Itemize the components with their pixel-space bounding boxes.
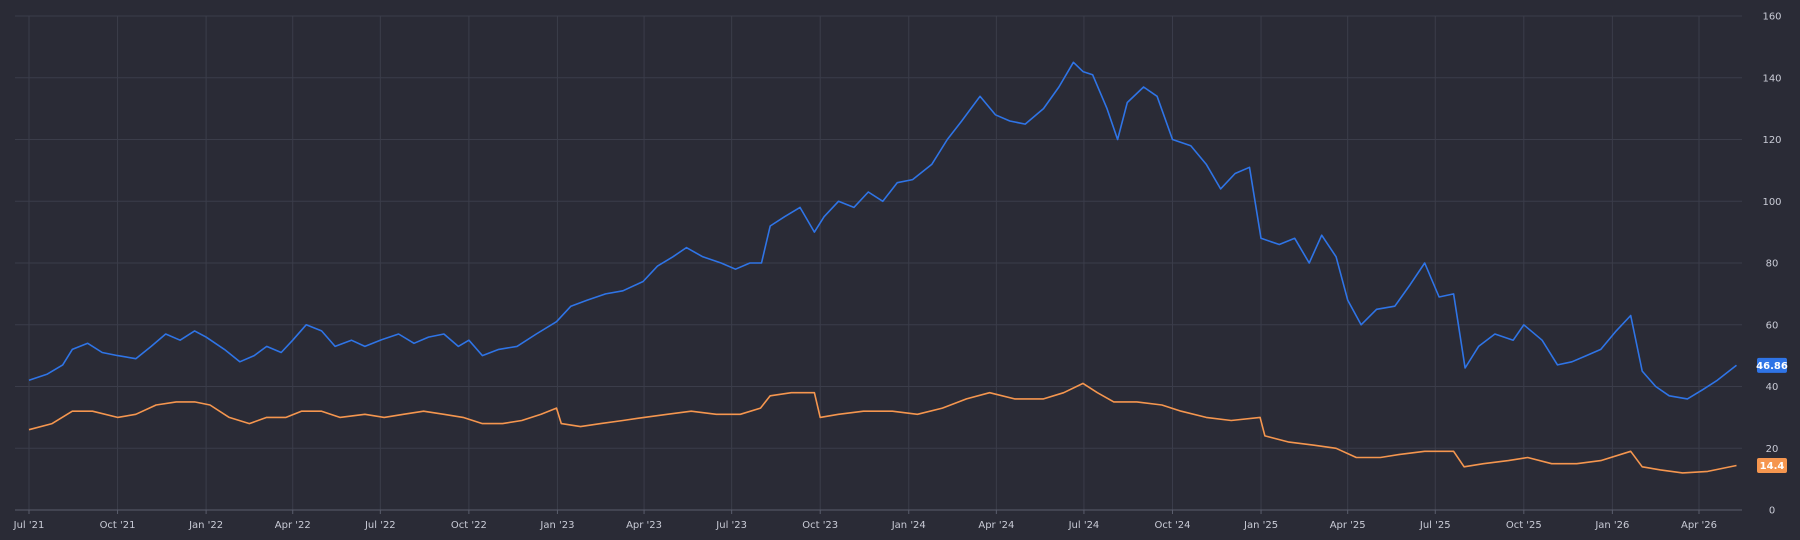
x-tick-label: Jul '21 — [13, 520, 45, 531]
y-axis-tick-labels: 0 20 40 60 80 100 120 140 160 — [1762, 12, 1781, 517]
x-tick-label: Oct '23 — [802, 520, 838, 531]
y-tick-label: 0 — [1769, 506, 1775, 517]
series-lines — [28, 61, 1737, 474]
y-tick-label: 60 — [1766, 320, 1779, 331]
x-tick-label: Jan '26 — [1594, 520, 1629, 531]
y-tick-label: 100 — [1762, 197, 1781, 208]
x-tick-label: Oct '22 — [451, 520, 487, 531]
x-tick-label: Jul '23 — [715, 520, 747, 531]
horizontal-gridlines — [15, 15, 1742, 449]
x-tick-label: Jul '25 — [1419, 520, 1451, 531]
x-tick-label: Jul '22 — [364, 520, 396, 531]
last-value-label-1: 14.4 — [1760, 461, 1785, 472]
x-tick-label: Oct '25 — [1506, 520, 1542, 531]
y-tick-label: 20 — [1766, 444, 1779, 455]
x-tick-label: Apr '22 — [275, 520, 311, 531]
y-tick-label: 40 — [1766, 382, 1779, 393]
x-tick-label: Jul '24 — [1068, 520, 1100, 531]
last-value-badges: 46.86 14.4 — [1756, 357, 1788, 474]
x-tick-label: Oct '24 — [1155, 520, 1191, 531]
last-value-badge-1 — [1757, 458, 1787, 474]
y-tick-label: 160 — [1762, 12, 1781, 23]
x-tick-label: Apr '25 — [1330, 520, 1366, 531]
y-tick-label: 120 — [1762, 135, 1781, 146]
x-tick-label: Apr '24 — [978, 520, 1014, 531]
x-axis-tick-labels: Jul '21 Oct '21 Jan '22 Apr '22 Jul '22 Oct '… — [13, 510, 1717, 531]
x-tick-label: Apr '26 — [1681, 520, 1717, 531]
x-tick-label: Oct '21 — [100, 520, 136, 531]
series-line-0 — [28, 61, 1737, 400]
last-value-label-0: 46.86 — [1756, 361, 1788, 372]
x-tick-label: Jan '25 — [1243, 520, 1278, 531]
series-line-1 — [28, 382, 1737, 474]
x-tick-label: Jan '23 — [539, 520, 574, 531]
y-tick-label: 80 — [1766, 259, 1779, 270]
y-tick-label: 140 — [1762, 73, 1781, 84]
last-value-badge-0 — [1757, 357, 1787, 373]
x-tick-label: Jan '22 — [188, 520, 223, 531]
x-tick-label: Jan '24 — [891, 520, 926, 531]
x-tick-label: Apr '23 — [626, 520, 662, 531]
